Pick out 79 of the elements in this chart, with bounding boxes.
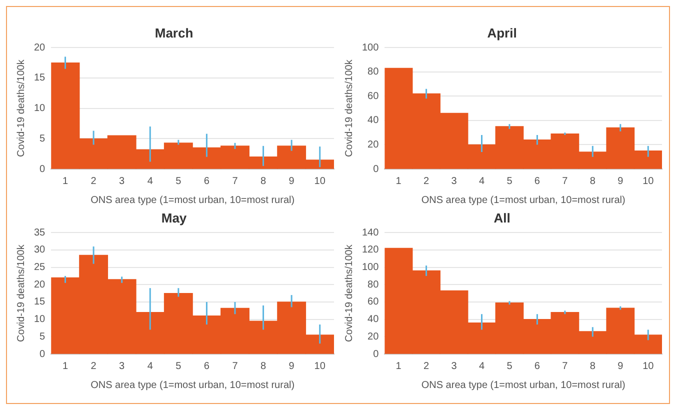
x-tick-label: 10 xyxy=(314,360,326,372)
y-axis-title: Covid-19 deaths/100k xyxy=(344,58,355,157)
x-tick-label: 2 xyxy=(424,360,430,372)
x-tick-label: 8 xyxy=(590,176,596,187)
y-tick-label: 20 xyxy=(368,331,380,342)
x-tick-label: 3 xyxy=(119,176,126,187)
x-tick-label: 1 xyxy=(396,176,402,187)
y-tick-label: 0 xyxy=(40,164,46,175)
y-tick-label: 40 xyxy=(368,314,380,326)
x-tick-label: 5 xyxy=(176,360,182,372)
y-tick-label: 25 xyxy=(34,262,46,274)
x-tick-label: 5 xyxy=(506,176,513,187)
y-tick-label: 15 xyxy=(34,296,46,308)
y-tick-label: 80 xyxy=(368,279,380,290)
x-tick-label: 8 xyxy=(260,360,266,372)
y-tick-label: 15 xyxy=(34,72,46,84)
x-tick-label: 10 xyxy=(642,176,654,187)
x-tick-label: 1 xyxy=(62,360,68,372)
x-tick-label: 2 xyxy=(90,176,97,187)
x-tick-label: 3 xyxy=(451,176,458,187)
x-tick-label: 6 xyxy=(204,360,210,372)
x-tick-label: 2 xyxy=(90,360,97,372)
y-tick-label: 10 xyxy=(34,103,46,114)
y-tick-label: 0 xyxy=(373,348,380,360)
y-tick-label: 20 xyxy=(368,139,380,150)
x-tick-label: 7 xyxy=(562,360,568,372)
chart-title: May xyxy=(161,210,188,226)
x-tick-label: 1 xyxy=(62,176,68,187)
x-tick-label: 4 xyxy=(478,176,485,187)
chart-title: All xyxy=(494,210,510,226)
chart-title: March xyxy=(154,25,194,40)
x-tick-label: 6 xyxy=(204,176,210,187)
x-tick-label: 9 xyxy=(618,360,624,372)
x-axis-title: ONS area type (1=most urban, 10=most rural) xyxy=(90,194,295,206)
y-axis-title: Covid-19 deaths/100k xyxy=(344,244,355,342)
x-tick-label: 7 xyxy=(232,176,238,187)
y-tick-label: 10 xyxy=(34,314,46,326)
y-tick-label: 5 xyxy=(40,331,46,342)
x-tick-label: 3 xyxy=(451,360,458,372)
y-tick-label: 30 xyxy=(34,244,46,256)
x-tick-label: 1 xyxy=(396,360,402,372)
x-tick-label: 9 xyxy=(618,176,624,187)
y-tick-label: 20 xyxy=(34,42,46,54)
x-tick-label: 8 xyxy=(590,360,596,372)
x-tick-label: 7 xyxy=(562,176,568,187)
y-tick-label: 20 xyxy=(34,279,46,290)
chart-title: April xyxy=(487,25,517,40)
y-axis-title: Covid-19 deaths/100k xyxy=(16,244,27,342)
x-tick-label: 10 xyxy=(314,176,326,187)
x-tick-label: 10 xyxy=(642,360,654,372)
x-tick-label: 3 xyxy=(119,360,126,372)
x-axis-title: ONS area type (1=most urban, 10=most rural) xyxy=(90,380,295,391)
x-tick-label: 4 xyxy=(147,176,154,187)
x-tick-label: 6 xyxy=(534,176,540,187)
x-tick-label: 5 xyxy=(176,176,182,187)
y-tick-label: 40 xyxy=(368,115,380,126)
x-tick-label: 4 xyxy=(478,360,485,372)
x-tick-label: 5 xyxy=(506,360,513,372)
x-tick-label: 4 xyxy=(147,360,154,372)
x-tick-label: 9 xyxy=(288,360,295,372)
y-tick-label: 35 xyxy=(34,227,46,238)
y-tick-label: 60 xyxy=(368,296,380,308)
x-tick-label: 7 xyxy=(232,360,238,372)
y-tick-label: 0 xyxy=(373,164,380,175)
x-tick-label: 8 xyxy=(260,176,266,187)
y-tick-label: 120 xyxy=(362,244,380,256)
y-tick-label: 5 xyxy=(40,133,46,144)
x-tick-label: 2 xyxy=(424,176,430,187)
y-tick-label: 100 xyxy=(362,262,380,274)
y-tick-label: 0 xyxy=(40,348,46,360)
x-tick-label: 6 xyxy=(534,360,540,372)
y-tick-label: 60 xyxy=(368,90,380,102)
x-axis-title: ONS area type (1=most urban, 10=most rural) xyxy=(421,380,626,391)
x-tick-label: 9 xyxy=(288,176,295,187)
y-tick-label: 100 xyxy=(362,42,380,54)
y-axis-title: Covid-19 deaths/100k xyxy=(16,58,27,157)
x-axis-title: ONS area type (1=most urban, 10=most rural) xyxy=(421,194,626,206)
y-tick-label: 80 xyxy=(368,66,380,78)
y-tick-label: 140 xyxy=(362,227,380,238)
